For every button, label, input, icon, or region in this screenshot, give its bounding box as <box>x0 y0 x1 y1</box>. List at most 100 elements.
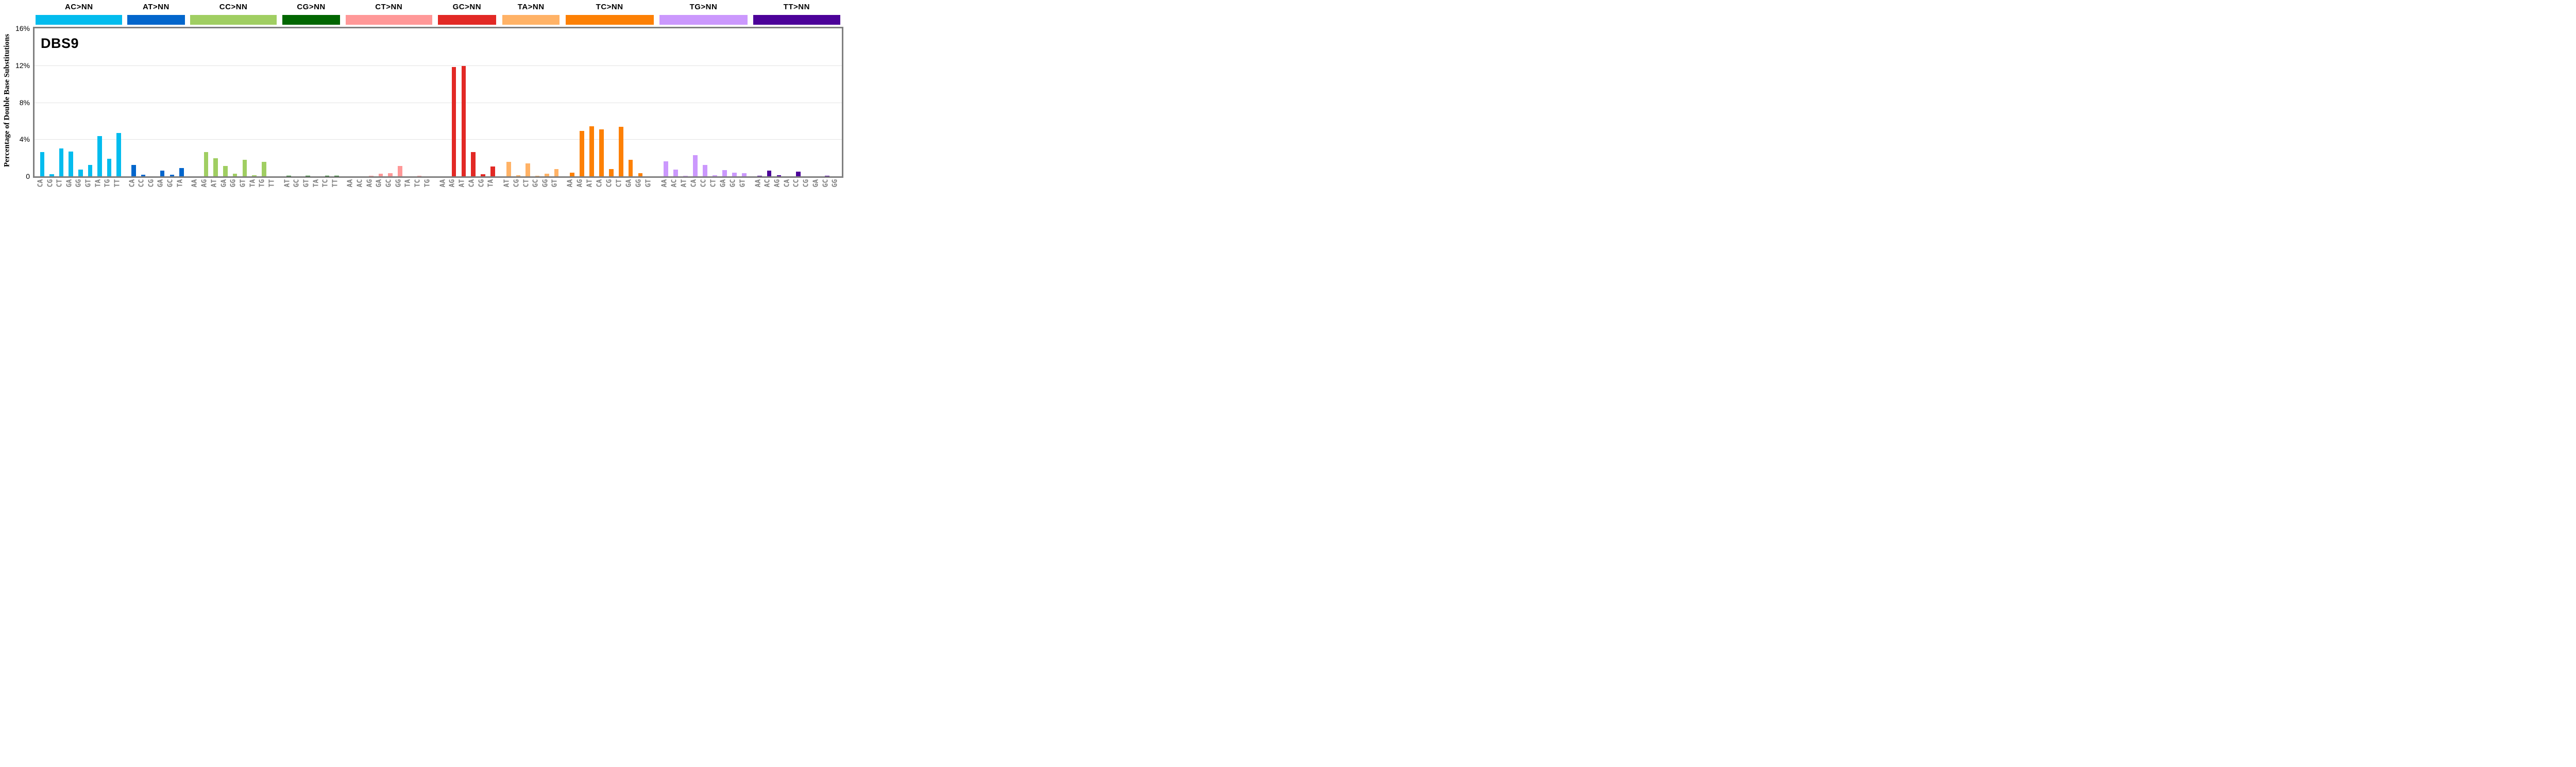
x-tick-label: GC <box>293 179 301 188</box>
bar-TG-GA <box>722 170 727 176</box>
xlabel-group-AT>NN: CA CC CG GA GC TA <box>127 178 185 191</box>
bar-CC-GA <box>223 166 228 176</box>
group-color-strip <box>190 15 277 25</box>
bar-slot <box>439 28 449 176</box>
bar-slot <box>269 28 279 176</box>
bar-slot <box>66 28 76 176</box>
x-tick-label: TC <box>414 179 422 188</box>
bar-slot <box>626 28 636 176</box>
x-tick-label: TA <box>404 179 412 188</box>
bar-slot <box>832 28 842 176</box>
x-tick-label: AA <box>660 179 668 188</box>
bar-slot <box>95 28 105 176</box>
x-tick-label: AG <box>200 179 209 188</box>
bar-CT-GA <box>378 173 383 176</box>
bar-slot <box>784 28 793 176</box>
x-tick-label: GT <box>739 179 747 188</box>
x-tick-label: AG <box>365 179 374 188</box>
x-tick-label: CG <box>802 179 810 188</box>
group-header-AC>NN: AC>NN <box>36 0 122 25</box>
bar-GC-TA <box>490 166 495 176</box>
bar-TA-CT <box>526 163 530 176</box>
bar-TG-GT <box>742 173 747 176</box>
x-tick-label: GA <box>157 179 165 188</box>
bar-TT-AG <box>776 175 782 176</box>
bar-GC-AG <box>451 67 456 176</box>
bar-group-TC>NN <box>567 28 655 176</box>
group-color-strip <box>36 15 122 25</box>
bar-AT-GC <box>170 175 175 176</box>
bar-TG-CA <box>693 155 698 176</box>
bar-TG-AA <box>663 161 668 176</box>
group-color-strip <box>753 15 840 25</box>
bar-group-CC>NN <box>192 28 278 176</box>
bar-TC-CT <box>618 127 623 176</box>
bar-group-TT>NN <box>755 28 841 176</box>
group-label: GC>NN <box>452 3 482 11</box>
y-tick-label: 12% <box>15 61 30 70</box>
group-header-CT>NN: CT>NN <box>345 0 432 25</box>
bar-slot <box>803 28 813 176</box>
group-label: CG>NN <box>297 3 326 11</box>
bar-slot <box>700 28 710 176</box>
x-tick-label: GC <box>821 179 829 188</box>
signature-title: DBS9 <box>41 36 79 51</box>
bar-CC-GT <box>242 159 247 176</box>
x-tick-label: AC <box>670 179 678 188</box>
bar-slot <box>774 28 784 176</box>
bar-slot <box>478 28 488 176</box>
bar-slot <box>468 28 478 176</box>
x-tick-label: CC <box>138 179 146 188</box>
bar-slot <box>597 28 606 176</box>
x-tick-label: AG <box>773 179 782 188</box>
y-tick-label: 0 <box>26 172 30 180</box>
bar-slot <box>812 28 822 176</box>
bar-slot <box>47 28 57 176</box>
y-tick-label: 8% <box>19 98 30 107</box>
dbs9-mutational-signature-plot: AC>NN AT>NN CC>NN CG>NN CT>NN GC>NN TA>NN TC>NN… <box>0 0 849 192</box>
x-tick-label: GC <box>532 179 540 188</box>
x-tick-label: AA <box>346 179 354 188</box>
bar-slot <box>424 28 434 176</box>
bar-TA-CG <box>516 175 521 176</box>
group-header-CG>NN: CG>NN <box>282 0 340 25</box>
bar-CT-GC <box>388 173 393 176</box>
bar-slot <box>303 28 313 176</box>
x-tick-label: AC <box>764 179 772 188</box>
bar-slot <box>86 28 95 176</box>
group-header-GC>NN: GC>NN <box>438 0 496 25</box>
x-tick-label: GG <box>75 179 83 188</box>
bar-slot <box>167 28 177 176</box>
x-tick-label: GT <box>645 179 653 188</box>
xlabel-group-CC>NN: AA AG AT GA GG GT TA TG TT <box>190 178 277 191</box>
x-tick-label: TA <box>487 179 495 188</box>
bar-slot <box>57 28 66 176</box>
x-tick-label: CC <box>792 179 801 188</box>
bar-slot <box>192 28 201 176</box>
group-color-strip <box>438 15 496 25</box>
x-tick-label: GT <box>239 179 247 188</box>
bar-CC-TA <box>252 175 257 176</box>
x-tick-label: AT <box>210 179 218 188</box>
group-label: CC>NN <box>219 3 248 11</box>
x-tick-label: TG <box>258 179 266 188</box>
group-header-TA>NN: TA>NN <box>502 0 560 25</box>
bar-slot <box>105 28 114 176</box>
gridline-4pct <box>35 139 842 140</box>
bar-slot <box>822 28 832 176</box>
bar-slot <box>577 28 587 176</box>
gridline-12pct <box>35 65 842 66</box>
bar-TC-AA <box>569 173 574 176</box>
group-label: TT>NN <box>783 3 810 11</box>
bar-slot <box>739 28 749 176</box>
bar-slot <box>323 28 332 176</box>
bar-CT-GG <box>398 166 402 176</box>
bar-AC-CT <box>59 148 64 176</box>
bar-slot <box>730 28 739 176</box>
group-label: AC>NN <box>64 3 93 11</box>
bar-AC-GG <box>78 170 83 176</box>
x-tick-label: GA <box>812 179 820 188</box>
bar-slot <box>405 28 415 176</box>
bar-slot <box>37 28 47 176</box>
x-tick-label: GA <box>65 179 74 188</box>
